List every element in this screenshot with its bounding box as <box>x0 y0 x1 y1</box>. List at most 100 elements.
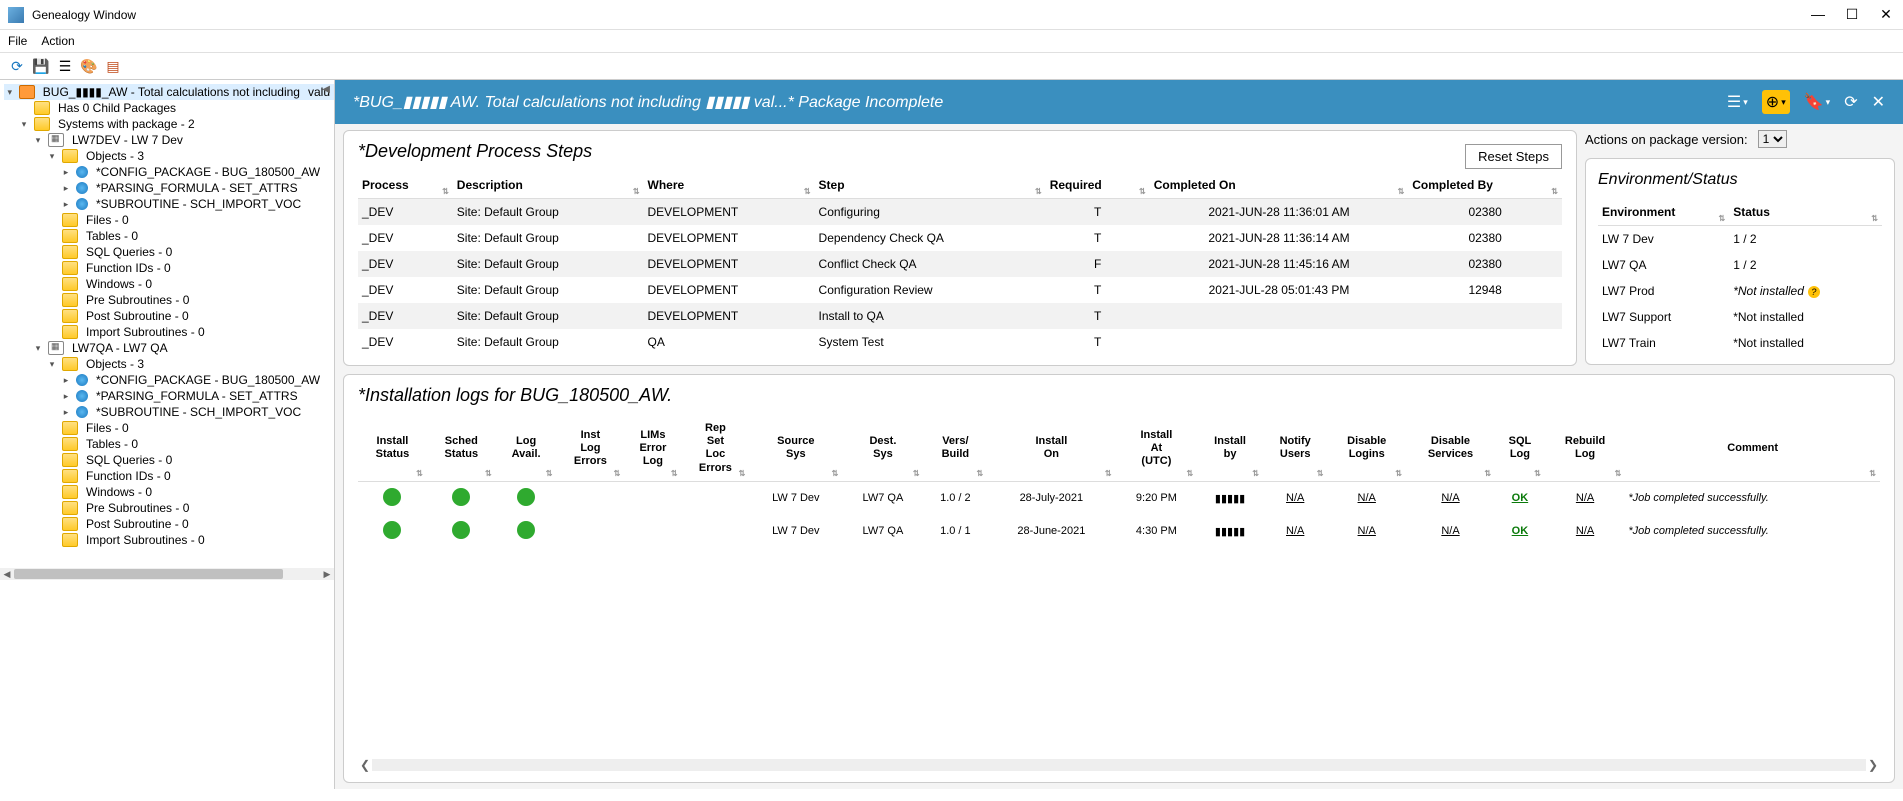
config-icon[interactable]: 🎨 <box>80 57 98 75</box>
steps-col-5[interactable]: Completed On⇅ <box>1150 172 1409 199</box>
minimize-button[interactable]: — <box>1809 6 1827 23</box>
logs-col-3[interactable]: InstLogErrors⇅ <box>557 416 625 481</box>
tree-node-dev-files[interactable]: Files - 0 <box>4 212 334 228</box>
close-button[interactable]: ✕ <box>1877 6 1895 23</box>
tree-node-dev-post[interactable]: Post Subroutine - 0 <box>4 308 334 324</box>
collapse-tree-icon[interactable]: ◀ <box>322 84 330 95</box>
logs-col-1[interactable]: SchedStatus⇅ <box>427 416 496 481</box>
env-col-1[interactable]: Status⇅ <box>1729 199 1882 226</box>
banner-refresh-icon[interactable]: ⟳ <box>1844 92 1857 112</box>
tree-node-lw7dev[interactable]: ▾LW7DEV - LW 7 Dev <box>4 132 334 148</box>
tree-node-qa-sql[interactable]: SQL Queries - 0 <box>4 452 334 468</box>
tree-node-dev-obj3[interactable]: ▸*SUBROUTINE - SCH_IMPORT_VOC <box>4 196 334 212</box>
tree-node-qa-obj1[interactable]: ▸*CONFIG_PACKAGE - BUG_180500_AW <box>4 372 334 388</box>
tree-node-qa-obj3[interactable]: ▸*SUBROUTINE - SCH_IMPORT_VOC <box>4 404 334 420</box>
maximize-button[interactable]: ☐ <box>1843 6 1861 23</box>
tree-node-qa-imp[interactable]: Import Subroutines - 0 <box>4 532 334 548</box>
logs-col-8[interactable]: Vers/Build⇅ <box>924 416 988 481</box>
banner-tag-icon[interactable]: ⊕▾ <box>1762 90 1790 114</box>
logs-col-7[interactable]: Dest.Sys⇅ <box>842 416 923 481</box>
tree-node-qa-func[interactable]: Function IDs - 0 <box>4 468 334 484</box>
banner-bookmark-icon[interactable]: 🔖▾ <box>1804 92 1830 112</box>
services-link[interactable]: N/A <box>1441 525 1459 537</box>
logs-h-scrollbar[interactable]: ❮❯ <box>358 758 1880 772</box>
notify-link[interactable]: N/A <box>1286 492 1304 504</box>
tree-node-dev-obj1[interactable]: ▸*CONFIG_PACKAGE - BUG_180500_AW <box>4 164 334 180</box>
tree-node-dev-tables[interactable]: Tables - 0 <box>4 228 334 244</box>
tree-node-qa-tables[interactable]: Tables - 0 <box>4 436 334 452</box>
tree-node-dev-sql[interactable]: SQL Queries - 0 <box>4 244 334 260</box>
env-row[interactable]: LW7 Support*Not installed <box>1598 304 1882 330</box>
steps-row[interactable]: _DEVSite: Default GroupDEVELOPMENTConfig… <box>358 277 1562 303</box>
steps-row[interactable]: _DEVSite: Default GroupDEVELOPMENTConfli… <box>358 251 1562 277</box>
steps-row[interactable]: _DEVSite: Default GroupDEVELOPMENTInstal… <box>358 303 1562 329</box>
steps-col-2[interactable]: Where⇅ <box>644 172 815 199</box>
logs-col-5[interactable]: RepSetLocErrors⇅ <box>682 416 750 481</box>
logs-col-16[interactable]: RebuildLog⇅ <box>1545 416 1626 481</box>
refresh-icon[interactable]: ⟳ <box>8 57 26 75</box>
logs-col-13[interactable]: DisableLogins⇅ <box>1328 416 1406 481</box>
tree-node-dev-objects[interactable]: ▾Objects - 3 <box>4 148 334 164</box>
menu-file[interactable]: File <box>8 34 27 48</box>
banner-menu-icon[interactable]: ☰▾ <box>1727 92 1748 112</box>
install-log-icon[interactable]: ▤ <box>104 57 122 75</box>
steps-row[interactable]: _DEVSite: Default GroupDEVELOPMENTDepend… <box>358 225 1562 251</box>
logs-col-6[interactable]: SourceSys⇅ <box>749 416 842 481</box>
steps-col-6[interactable]: Completed By⇅ <box>1408 172 1562 199</box>
tree-node-dev-func[interactable]: Function IDs - 0 <box>4 260 334 276</box>
tree-node-qa-pre[interactable]: Pre Subroutines - 0 <box>4 500 334 516</box>
tree-node-qa-objects[interactable]: ▾Objects - 3 <box>4 356 334 372</box>
steps-row[interactable]: _DEVSite: Default GroupDEVELOPMENTConfig… <box>358 199 1562 226</box>
tree-root[interactable]: ▾BUG_▮▮▮▮_AW - Total calculations not in… <box>4 84 334 100</box>
logs-col-4[interactable]: LIMsErrorLog⇅ <box>624 416 681 481</box>
steps-row[interactable]: _DEVSite: Default GroupQASystem TestT <box>358 329 1562 355</box>
tree-node-dev-obj2[interactable]: ▸*PARSING_FORMULA - SET_ATTRS <box>4 180 334 196</box>
tree-node-qa-post[interactable]: Post Subroutine - 0 <box>4 516 334 532</box>
tree-node-dev-pre[interactable]: Pre Subroutines - 0 <box>4 292 334 308</box>
logs-col-9[interactable]: InstallOn⇅ <box>987 416 1115 481</box>
logs-col-17[interactable]: Comment⇅ <box>1625 416 1880 481</box>
tree-node-qa-win[interactable]: Windows - 0 <box>4 484 334 500</box>
logs-col-12[interactable]: NotifyUsers⇅ <box>1263 416 1328 481</box>
env-col-0[interactable]: Environment⇅ <box>1598 199 1729 226</box>
tree-node-child-pkgs[interactable]: Has 0 Child Packages <box>4 100 334 116</box>
rebuild-link[interactable]: N/A <box>1576 525 1594 537</box>
logs-col-2[interactable]: LogAvail.⇅ <box>496 416 557 481</box>
logins-link[interactable]: N/A <box>1358 525 1376 537</box>
save-icon[interactable]: 💾 <box>32 57 50 75</box>
logs-col-0[interactable]: InstallStatus⇅ <box>358 416 427 481</box>
version-select[interactable]: 1 <box>1758 130 1787 148</box>
tree-h-scrollbar[interactable]: ◀ ▶ <box>0 568 334 580</box>
tree-node-qa-obj2[interactable]: ▸*PARSING_FORMULA - SET_ATTRS <box>4 388 334 404</box>
tree-view-icon[interactable]: ☰ <box>56 57 74 75</box>
tree-node-systems[interactable]: ▾Systems with package - 2 <box>4 116 334 132</box>
sql-log-link[interactable]: OK <box>1512 492 1529 504</box>
env-row[interactable]: LW7 Prod*Not installed? <box>1598 278 1882 304</box>
steps-col-0[interactable]: Process⇅ <box>358 172 453 199</box>
steps-col-1[interactable]: Description⇅ <box>453 172 644 199</box>
tree-node-lw7qa[interactable]: ▾LW7QA - LW7 QA <box>4 340 334 356</box>
services-link[interactable]: N/A <box>1441 492 1459 504</box>
sql-log-link[interactable]: OK <box>1512 525 1529 537</box>
env-row[interactable]: LW7 QA1 / 2 <box>1598 252 1882 278</box>
logins-link[interactable]: N/A <box>1358 492 1376 504</box>
env-row[interactable]: LW 7 Dev1 / 2 <box>1598 226 1882 253</box>
steps-col-4[interactable]: Required⇅ <box>1046 172 1150 199</box>
rebuild-link[interactable]: N/A <box>1576 492 1594 504</box>
env-row[interactable]: LW7 Train*Not installed <box>1598 330 1882 356</box>
logs-row[interactable]: LW 7 DevLW7 QA1.0 / 228-July-20219:20 PM… <box>358 481 1880 515</box>
reset-steps-button[interactable]: Reset Steps <box>1465 144 1562 169</box>
tree-node-qa-files[interactable]: Files - 0 <box>4 420 334 436</box>
menu-action[interactable]: Action <box>41 34 74 48</box>
logs-col-14[interactable]: DisableServices⇅ <box>1406 416 1495 481</box>
logs-col-15[interactable]: SQLLog⇅ <box>1495 416 1545 481</box>
logs-row[interactable]: LW 7 DevLW7 QA1.0 / 128-June-20214:30 PM… <box>358 515 1880 548</box>
banner-close-icon[interactable]: ✕ <box>1872 92 1885 112</box>
tree-node-dev-imp[interactable]: Import Subroutines - 0 <box>4 324 334 340</box>
steps-col-3[interactable]: Step⇅ <box>815 172 1046 199</box>
banner: *BUG_▮▮▮▮▮ AW. Total calculations not in… <box>335 80 1903 124</box>
logs-col-11[interactable]: Installby⇅ <box>1197 416 1263 481</box>
logs-col-10[interactable]: InstallAt(UTC)⇅ <box>1116 416 1198 481</box>
notify-link[interactable]: N/A <box>1286 525 1304 537</box>
tree-node-dev-win[interactable]: Windows - 0 <box>4 276 334 292</box>
